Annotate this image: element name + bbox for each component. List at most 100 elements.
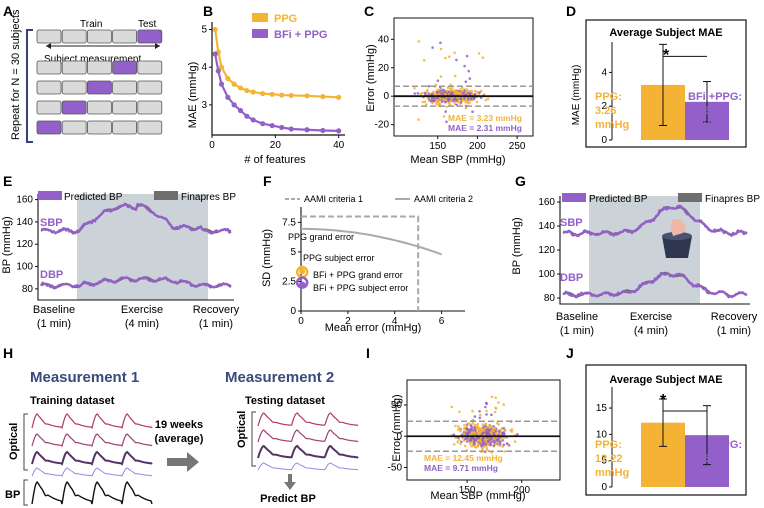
j-bfi-unit: mmHg <box>688 467 722 479</box>
scatter-point <box>460 86 464 90</box>
fold-cell <box>137 80 163 95</box>
scatter-point <box>488 424 492 427</box>
scatter-point <box>490 395 494 399</box>
g-sbp-label: SBP <box>560 217 583 229</box>
plotE-sbp-pred-trace <box>40 202 232 235</box>
fold-cell <box>61 29 87 44</box>
fold-cell <box>137 100 163 115</box>
plotG-sbp-pred-trace <box>562 204 748 238</box>
panel-letter-j: J <box>566 345 574 361</box>
scatter-point <box>484 423 488 426</box>
b-series-point <box>215 68 221 74</box>
scatter-point <box>502 431 505 434</box>
scatter-point <box>470 89 474 93</box>
scatter-point <box>471 409 474 413</box>
scatter-point <box>484 439 488 443</box>
scatter-point <box>479 96 483 100</box>
b-series-point <box>260 121 266 127</box>
fold-cell <box>112 100 137 115</box>
h-bp-bracket <box>23 479 28 506</box>
fold-cell <box>36 120 62 135</box>
scatter-point <box>465 96 468 100</box>
scatter-point <box>467 422 471 425</box>
scatter-point <box>431 46 434 49</box>
scatter-point <box>438 97 442 100</box>
e-legend-pred: Predicted BP <box>64 192 123 203</box>
scatter-point <box>447 99 450 102</box>
scatter-point <box>471 444 475 447</box>
e-bp-trace-chart: 80 100 120 140 160 <box>16 194 234 301</box>
scatter-point <box>509 428 512 432</box>
scatter-point <box>473 445 477 449</box>
scatter-point <box>458 410 461 414</box>
scatter-point <box>463 423 466 427</box>
b-series-point <box>336 94 342 100</box>
b-series-point <box>250 117 256 123</box>
b-series-point <box>260 90 266 97</box>
panel-c: C 150 200 250 -20 0 20 40 Mean SBP (mmHg) Erro… <box>364 3 534 166</box>
g-legend-fin-swatch <box>678 193 702 202</box>
scatter-point <box>484 405 487 409</box>
h-bp: BP <box>5 489 20 501</box>
f-ylabel: SD (mmHg) <box>261 229 273 287</box>
fold-cell <box>87 120 112 135</box>
bland-altman-i: 150 200 -50 0 50 <box>388 379 561 496</box>
h-waveform <box>257 412 359 427</box>
scatter-point <box>497 423 500 426</box>
scatter-point <box>473 426 476 429</box>
f-ppg-subject-marker <box>299 268 306 275</box>
b-series-point <box>288 92 294 99</box>
h-down-arrow-icon <box>284 474 296 490</box>
scatter-point <box>477 438 480 442</box>
scatter-point <box>473 415 477 418</box>
panel-letter-b: B <box>203 3 213 19</box>
f-ytick-label: 7.5 <box>282 217 296 228</box>
scatter-point <box>442 115 446 118</box>
b-series-point <box>225 75 231 82</box>
j-ppg-unit: mmHg <box>595 467 629 479</box>
h-measurement2: Measurement 2 <box>225 369 334 386</box>
scatter-point <box>513 440 517 443</box>
fold-cell <box>87 100 112 115</box>
d-frame <box>585 19 747 148</box>
d-bfi-unit: mmHg <box>688 119 722 131</box>
scatter-point <box>473 428 477 432</box>
b-series-point <box>237 85 244 91</box>
scatter-point <box>481 56 485 59</box>
scatter-point <box>462 98 465 102</box>
scatter-point <box>450 91 454 94</box>
fold-cell <box>36 100 62 115</box>
fold-cell <box>87 80 112 95</box>
h-waveform <box>31 481 153 505</box>
scatter-point <box>467 431 470 435</box>
scatter-point <box>434 83 438 87</box>
scatter-point <box>450 88 453 92</box>
scatter-point <box>481 441 485 444</box>
d-title: Average Subject MAE <box>609 27 722 39</box>
fold-cell <box>36 80 62 95</box>
scatter-point <box>416 92 420 95</box>
scatter-point <box>485 446 489 449</box>
scatter-point <box>435 90 439 94</box>
scatter-point <box>459 442 462 446</box>
b-series-point <box>279 92 285 98</box>
e-phase-exercise-dur: (4 min) <box>125 318 159 330</box>
d-bfi-label: BFi +PPG: <box>688 91 742 103</box>
scatter-point <box>436 79 440 82</box>
b-series-line <box>214 53 339 132</box>
fold-cell <box>87 60 112 75</box>
b-ylabel: MAE (mmHg) <box>187 62 199 129</box>
scatter-point <box>432 96 436 100</box>
panel-letter-c: C <box>364 3 374 19</box>
scatter-point <box>466 100 470 103</box>
scatter-point <box>455 58 458 62</box>
b-series-point <box>250 89 256 95</box>
f-xlabel: Mean error (mmHg) <box>325 322 422 334</box>
e-phase-baseline-dur: (1 min) <box>37 318 71 330</box>
scatter-point <box>425 103 428 106</box>
plotE-ytick-label: 100 <box>16 262 33 273</box>
scatter-point <box>417 118 420 121</box>
scatter-point <box>486 428 490 431</box>
fold-cell <box>137 60 163 75</box>
